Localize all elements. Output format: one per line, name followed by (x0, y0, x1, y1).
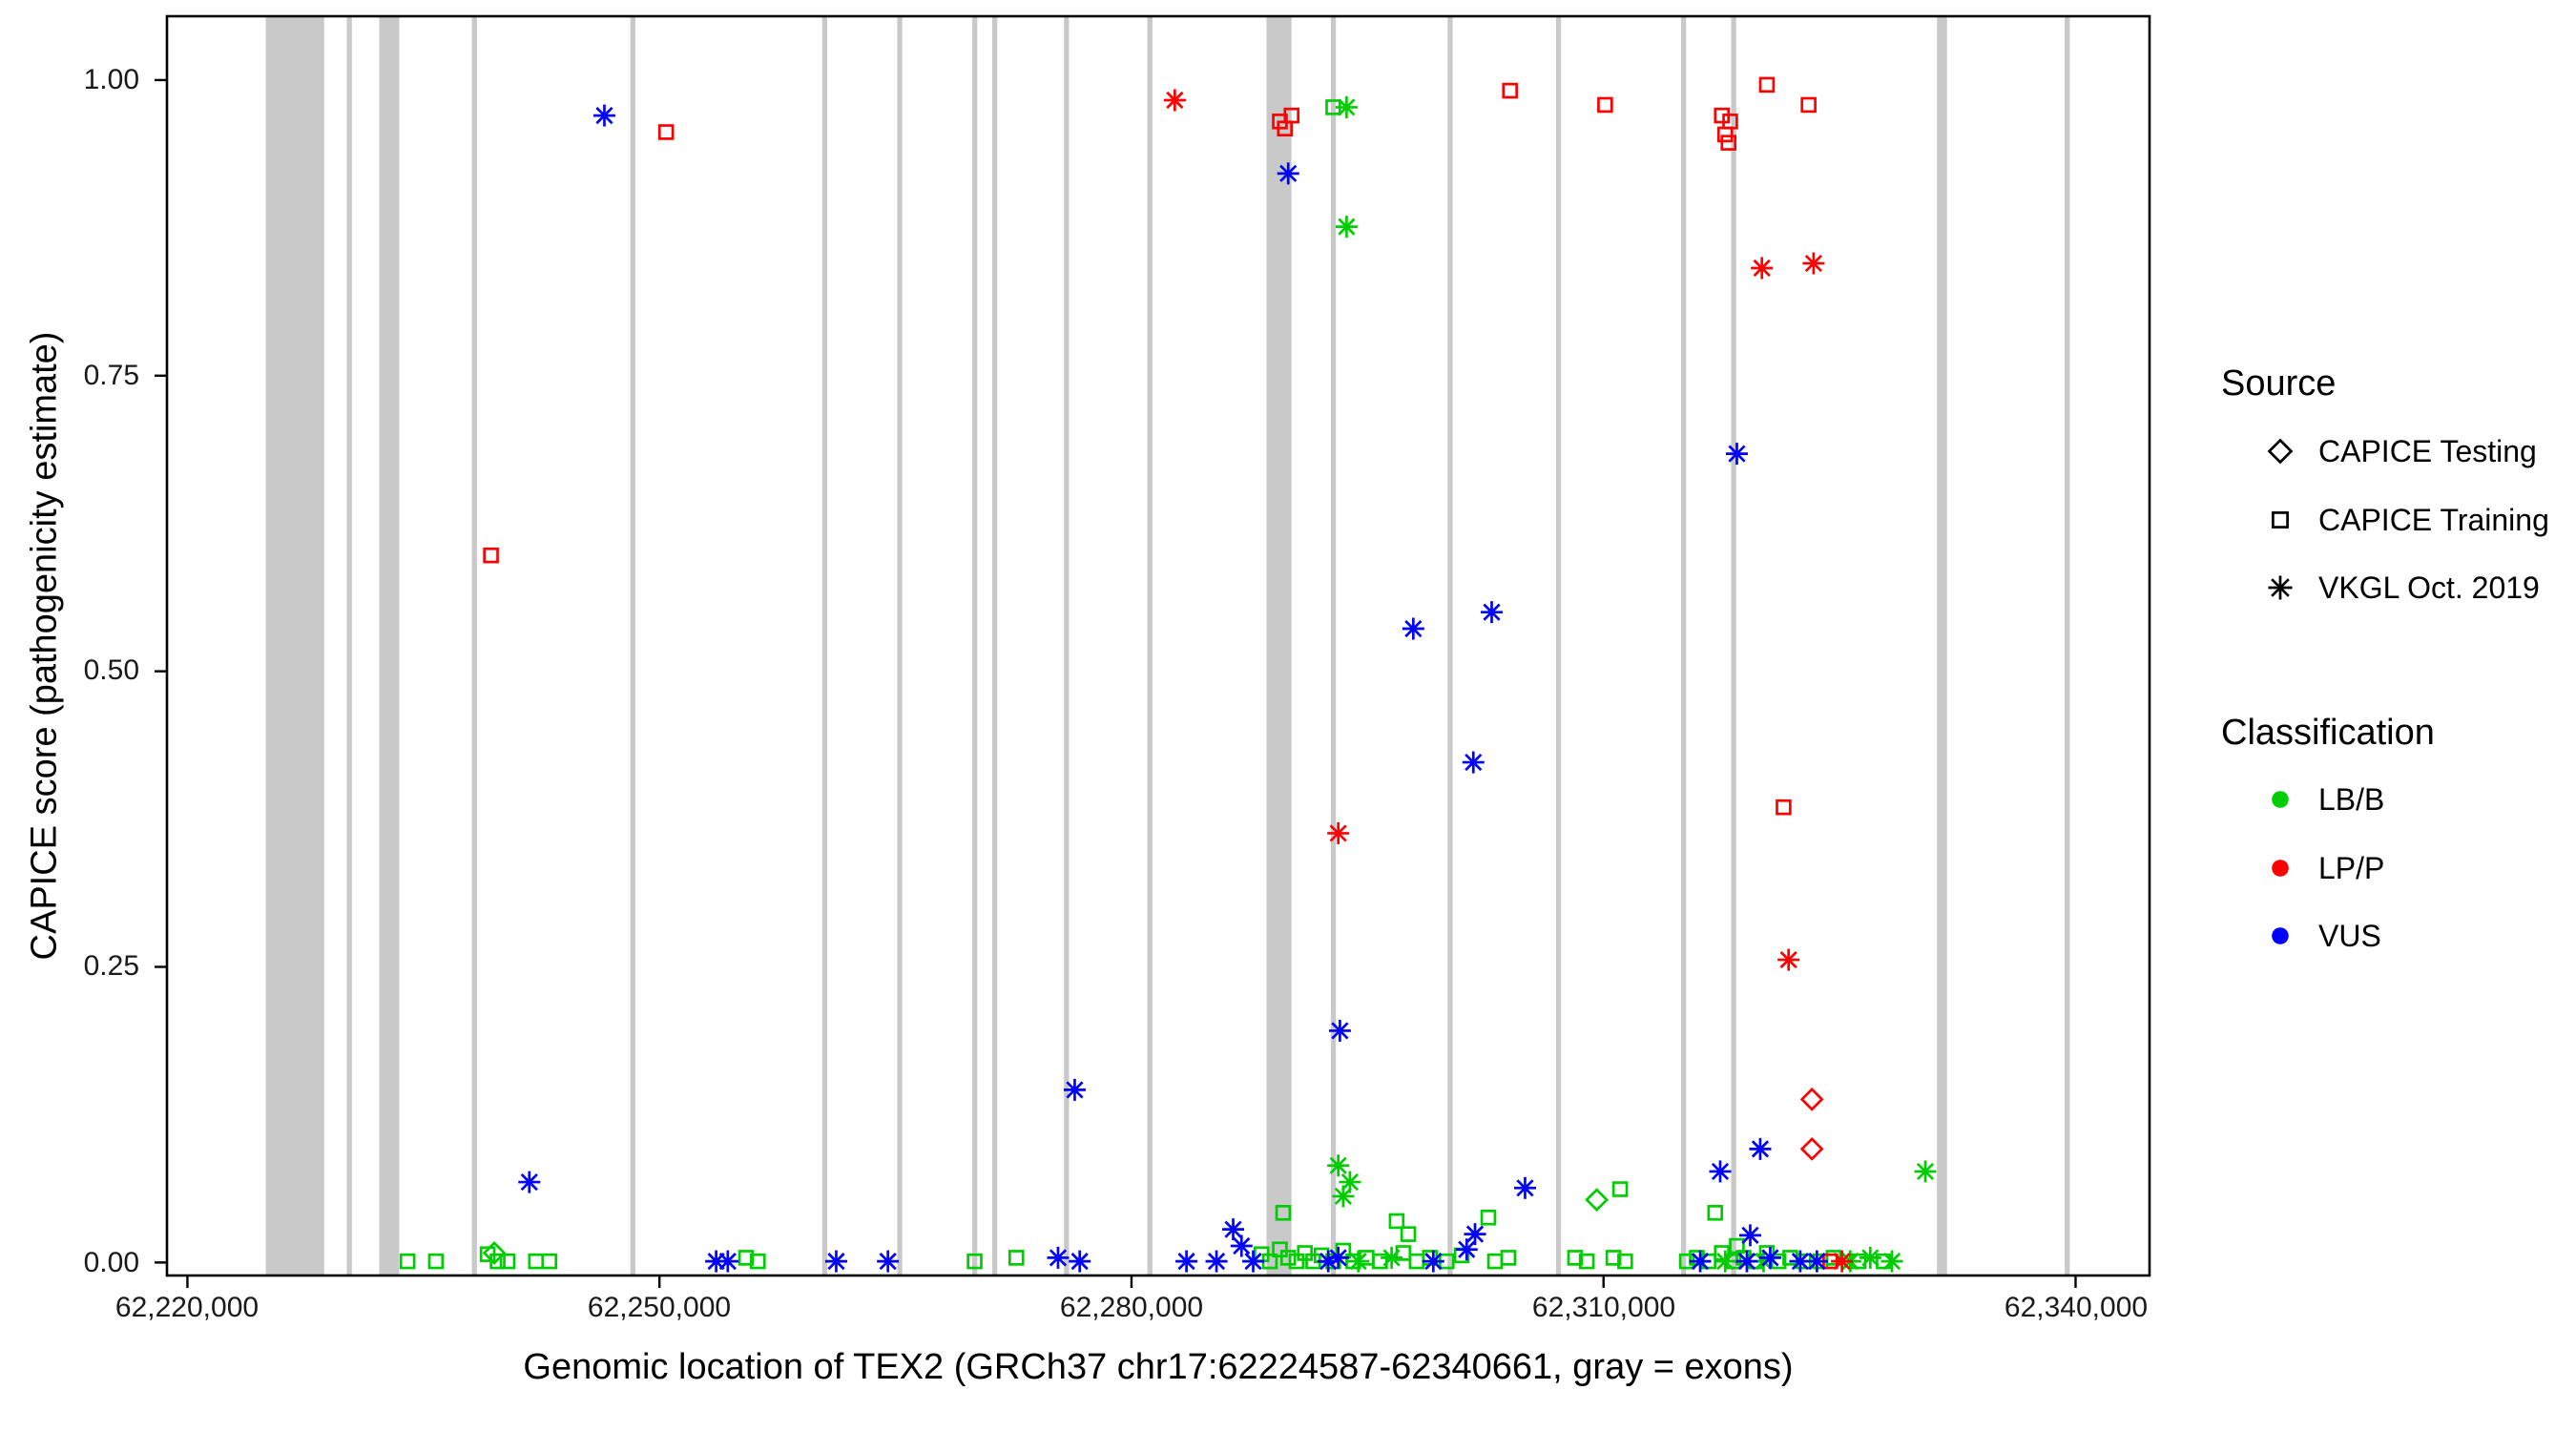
exon-bands (265, 16, 2070, 1275)
series-capice-testing-lpp (1799, 1087, 1824, 1161)
series-vkgl-lbb (1327, 95, 1937, 1273)
square-icon (2272, 511, 2289, 529)
x-tick-label-62340000: 62,340,000 (2004, 1292, 2149, 1323)
series-capice-testing-lbb (482, 1188, 1610, 1265)
axis-ticks (155, 78, 2077, 1288)
x-axis-title: Genomic location of TEX2 (GRCh37 chr17:6… (523, 1347, 1794, 1387)
series-capice-training-lpp (483, 76, 1839, 1270)
legend-item-capice-training: CAPICE Training (2259, 486, 2549, 554)
legend-item-label: VKGL Oct. 2019 (2318, 570, 2540, 605)
series-vkgl-lpp (1163, 89, 1854, 1273)
y-tick-label-0.25: 0.25 (83, 950, 139, 982)
panel-border (165, 14, 2151, 1277)
legend-item-label: LB/B (2318, 781, 2385, 817)
legend-item-label: CAPICE Testing (2318, 433, 2537, 468)
asterisk-icon (2268, 575, 2293, 600)
diamond-icon (2267, 438, 2294, 465)
blue-dot-icon (2272, 927, 2289, 944)
data-points (399, 76, 1937, 1273)
green-dot-icon (2272, 791, 2289, 808)
x-tick-label-62250000: 62,250,000 (587, 1292, 732, 1323)
legend-item-vkgl: VKGL Oct. 2019 (2259, 553, 2540, 622)
legend-classification-title: Classification (2221, 713, 2435, 753)
legend-item-label: CAPICE Training (2318, 502, 2549, 537)
legend-item-lpp: LP/P (2259, 834, 2384, 902)
red-dot-icon (2272, 860, 2289, 877)
y-axis-title: CAPICE score (pathogenicity estimate) (24, 331, 65, 961)
y-tick-label-0.75: 0.75 (83, 360, 139, 391)
series-capice-training-lbb (399, 99, 1892, 1270)
legend-item-label: LP/P (2318, 850, 2385, 885)
legend-item-vus: VUS (2259, 902, 2381, 970)
y-tick-label-0.50: 0.50 (83, 654, 139, 686)
y-tick-label-0.00: 0.00 (83, 1247, 139, 1278)
x-tick-label-62220000: 62,220,000 (114, 1292, 260, 1323)
legend-source-title: Source (2221, 363, 2337, 404)
series-vkgl-vus (518, 104, 1828, 1273)
x-tick-label-62310000: 62,310,000 (1531, 1292, 1676, 1323)
legend-item-label: VUS (2318, 918, 2381, 953)
x-tick-label-62280000: 62,280,000 (1059, 1292, 1204, 1323)
legend-item-lbb: LB/B (2259, 765, 2384, 834)
legend-item-capice-testing: CAPICE Testing (2259, 417, 2537, 486)
y-tick-label-1.00: 1.00 (83, 64, 139, 95)
